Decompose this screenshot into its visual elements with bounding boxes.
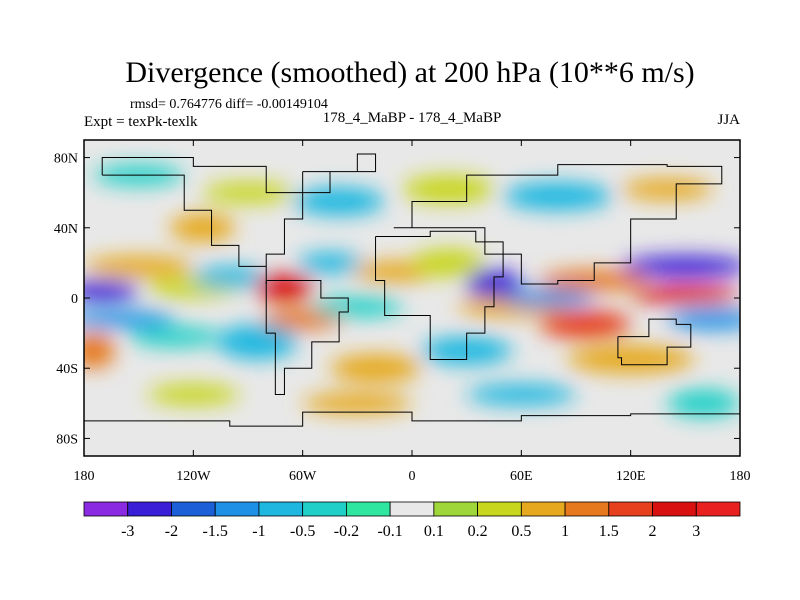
field-cell	[84, 255, 194, 277]
field-cell	[621, 178, 713, 200]
x-tick-label: 60W	[289, 469, 317, 484]
field-cell	[129, 326, 221, 348]
y-tick-label: 80N	[54, 152, 78, 167]
x-tick-label: 0	[409, 469, 416, 484]
stats-label: rmsd= 0.764776 diff= -0.00149104	[130, 97, 328, 112]
field-cell	[255, 273, 314, 302]
coastline	[265, 279, 349, 396]
field-cell	[503, 289, 595, 307]
field-cell	[84, 310, 176, 328]
x-tick-label: 60E	[510, 469, 533, 484]
field-cell	[297, 252, 363, 274]
field-cell	[412, 248, 485, 277]
colorbar-label: -1	[252, 523, 265, 540]
field-cell	[503, 182, 613, 211]
coastline	[617, 318, 692, 366]
coastline	[302, 153, 377, 194]
field-cell	[667, 389, 740, 418]
y-axis: 80N 40N 0 40S 80S	[54, 152, 740, 447]
colorbar-swatch	[477, 501, 522, 517]
coastline-contours	[84, 153, 740, 427]
field-cell	[84, 333, 115, 369]
colorbar-label: -0.5	[290, 523, 315, 540]
coastline	[393, 164, 723, 285]
x-tick-label: 120W	[176, 469, 211, 484]
colorbar-label: 1	[561, 523, 569, 540]
y-tick-label: 40N	[54, 222, 78, 237]
colorbar-swatch	[520, 501, 566, 517]
field-cell	[466, 384, 576, 406]
colorbar-swatch	[608, 501, 653, 517]
x-tick-label: 120E	[616, 469, 646, 484]
colorbar-swatch	[171, 501, 216, 517]
y-tick-label: 0	[71, 292, 78, 307]
colorbar-label: -1.5	[203, 523, 228, 540]
field-cell	[169, 213, 236, 242]
field-cell	[217, 324, 298, 360]
y-tick-label: 80S	[56, 432, 78, 447]
coastline	[375, 230, 504, 360]
x-tick-label: 180	[730, 469, 751, 484]
colorbar-swatch	[302, 501, 347, 517]
field-cell	[330, 354, 422, 383]
field-cell	[566, 345, 695, 374]
x-axis: 180 120W 60W 0 60E 120E 180	[74, 140, 751, 484]
field-cell	[147, 384, 239, 406]
field-cell	[84, 280, 139, 302]
field-cell	[621, 255, 740, 277]
colorbar-label: 2	[649, 523, 657, 540]
field-cell	[630, 285, 740, 304]
colorbar-label: 1.5	[599, 523, 619, 540]
colorbar-label: -0.1	[377, 523, 402, 540]
colorbar-label: -3	[121, 523, 134, 540]
y-tick-label: 40S	[56, 362, 78, 377]
colorbar-swatch	[652, 501, 697, 517]
coastline	[84, 411, 740, 427]
field-cell	[667, 308, 740, 330]
chart-title: Divergence (smoothed) at 200 hPa (10**6 …	[125, 56, 694, 89]
colorbar-swatch	[214, 501, 260, 517]
colorbar-label: -0.2	[334, 523, 359, 540]
colorbar-label: 0.1	[424, 523, 444, 540]
field-cell	[293, 187, 385, 216]
field-cell	[202, 182, 294, 204]
field-cell	[402, 175, 495, 204]
colorbar-swatch	[345, 501, 391, 517]
divergence-field	[84, 164, 740, 418]
case-label: 178_4_MaBP - 178_4_MaBP	[323, 110, 502, 126]
x-tick-label: 180	[74, 469, 95, 484]
season-label: JJA	[717, 112, 740, 128]
colorbar-swatch	[564, 501, 610, 517]
colorbar-swatch	[695, 501, 741, 517]
field-cell	[193, 266, 267, 288]
field-cell	[262, 308, 343, 330]
coastline	[101, 157, 304, 284]
colorbar-label: 0.2	[468, 523, 488, 540]
colorbar-label: -2	[165, 523, 178, 540]
field-cell	[302, 392, 413, 414]
field-cell	[311, 296, 403, 318]
colorbar-swatch	[258, 501, 304, 517]
colorbar-swatch	[433, 501, 479, 517]
colorbar-swatch	[83, 501, 129, 517]
colorbar: -3 -2 -1.5 -1 -0.5 -0.2 -0.1 0.1 0.2 0.5 1 1.5 2 3	[83, 501, 741, 540]
colorbar-label: 0.5	[511, 523, 531, 540]
colorbar-label: 3	[692, 523, 700, 540]
experiment-label: Expt = texPk-texlk	[84, 114, 198, 130]
colorbar-swatch	[127, 501, 172, 517]
field-cell	[539, 310, 631, 339]
colorbar-swatch	[389, 501, 435, 517]
